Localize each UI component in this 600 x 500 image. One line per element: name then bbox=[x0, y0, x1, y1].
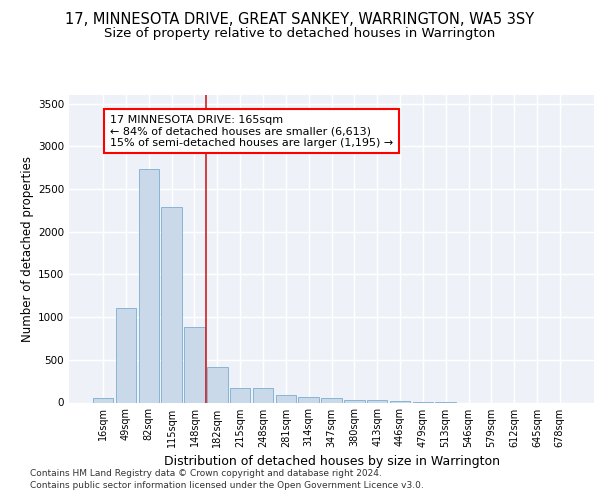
Bar bbox=[298, 398, 319, 402]
Bar bbox=[184, 328, 205, 402]
Bar bbox=[230, 388, 250, 402]
Bar bbox=[344, 400, 365, 402]
Y-axis label: Number of detached properties: Number of detached properties bbox=[21, 156, 34, 342]
Bar bbox=[321, 398, 342, 402]
Bar bbox=[390, 401, 410, 402]
Text: Contains HM Land Registry data © Crown copyright and database right 2024.: Contains HM Land Registry data © Crown c… bbox=[30, 470, 382, 478]
Bar bbox=[207, 366, 227, 402]
Bar bbox=[93, 398, 113, 402]
Bar bbox=[253, 388, 273, 402]
Text: Size of property relative to detached houses in Warrington: Size of property relative to detached ho… bbox=[104, 28, 496, 40]
Text: Contains public sector information licensed under the Open Government Licence v3: Contains public sector information licen… bbox=[30, 482, 424, 490]
X-axis label: Distribution of detached houses by size in Warrington: Distribution of detached houses by size … bbox=[163, 455, 499, 468]
Bar bbox=[161, 207, 182, 402]
Text: 17 MINNESOTA DRIVE: 165sqm
← 84% of detached houses are smaller (6,613)
15% of s: 17 MINNESOTA DRIVE: 165sqm ← 84% of deta… bbox=[110, 114, 393, 148]
Bar bbox=[139, 170, 159, 402]
Bar bbox=[367, 400, 388, 402]
Bar bbox=[275, 395, 296, 402]
Bar bbox=[116, 308, 136, 402]
Text: 17, MINNESOTA DRIVE, GREAT SANKEY, WARRINGTON, WA5 3SY: 17, MINNESOTA DRIVE, GREAT SANKEY, WARRI… bbox=[65, 12, 535, 28]
